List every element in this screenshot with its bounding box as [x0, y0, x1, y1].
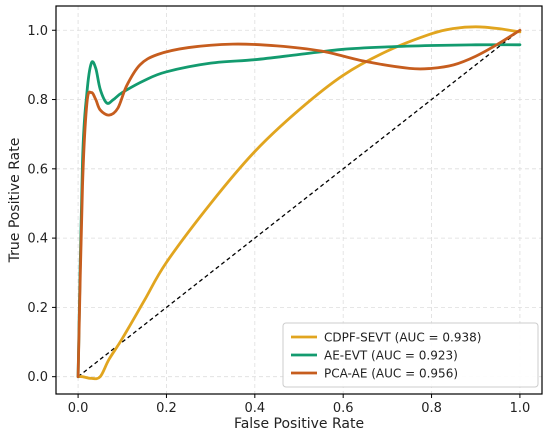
series-line-0 — [76, 25, 522, 381]
x-tick-label: 0.4 — [244, 401, 265, 416]
x-ticks: 0.0 0.2 0.4 0.6 0.8 1.0 — [68, 394, 531, 416]
x-tick-label: 0.2 — [156, 401, 177, 416]
series-line-1 — [76, 43, 522, 379]
legend-label: PCA-AE (AUC = 0.956) — [324, 367, 458, 381]
y-tick-label: 0.8 — [27, 93, 48, 108]
x-tick-label: 1.0 — [510, 401, 531, 416]
legend-label: CDPF-SEVT (AUC = 0.938) — [324, 331, 481, 345]
y-tick-label: 1.0 — [27, 24, 48, 39]
x-axis-label: False Positive Rate — [234, 416, 364, 432]
y-ticks: 0.0 0.2 0.4 0.6 0.8 1.0 — [27, 24, 56, 385]
y-tick-label: 0.2 — [27, 301, 48, 316]
series-group — [76, 25, 522, 381]
y-tick-label: 0.0 — [27, 370, 48, 385]
y-axis-label: True Positive Rate — [7, 138, 23, 264]
y-tick-label: 0.4 — [27, 232, 48, 247]
y-tick-label: 0.6 — [27, 162, 48, 177]
series-line-2 — [76, 28, 522, 379]
x-tick-label: 0.0 — [68, 401, 89, 416]
x-tick-label: 0.6 — [333, 401, 354, 416]
legend-box — [282, 322, 539, 388]
chance-diagonal — [77, 29, 521, 378]
legend: CDPF-SEVT (AUC = 0.938) AE-EVT (AUC = 0.9… — [282, 322, 539, 388]
x-tick-label: 0.8 — [421, 401, 442, 416]
legend-label: AE-EVT (AUC = 0.923) — [324, 349, 458, 363]
plot-frame — [55, 5, 543, 395]
